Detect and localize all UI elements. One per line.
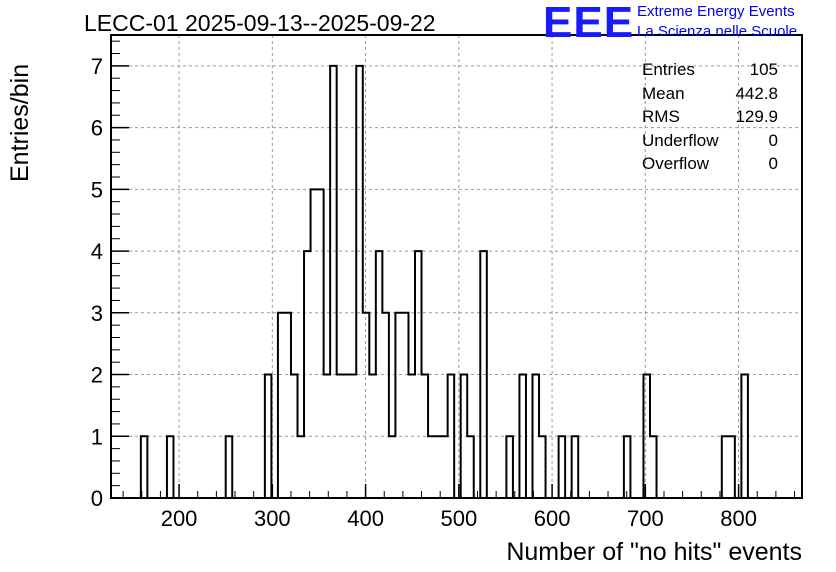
y-axis-label: Entries/bin	[6, 63, 34, 182]
stats-label: Mean	[642, 83, 685, 103]
y-tick-label: 4	[91, 239, 103, 264]
stats-value: 442.8	[735, 83, 778, 103]
logo-text-line1: Extreme Energy Events	[637, 3, 795, 20]
stats-row-mean: Mean 442.8	[642, 82, 778, 106]
x-tick-label: 300	[254, 506, 291, 531]
stats-label: Overflow	[642, 154, 710, 173]
y-tick-label: 3	[91, 301, 103, 326]
histogram-outline	[139, 64, 749, 499]
stats-value: 0	[768, 154, 778, 173]
tick-labels: 200 300 400 500 600 700 800 0 1 2 3 4 5 6 7	[91, 54, 757, 531]
y-tick-label: 1	[91, 424, 103, 449]
stats-label: Underflow	[642, 130, 719, 150]
logo-text-line2: La Scienza nelle Scuole	[637, 23, 798, 40]
stats-label: RMS	[642, 107, 680, 126]
stats-value: 105	[749, 60, 778, 79]
stats-box: Entries 105 Mean 442.8 RMS 129.9 Underflow 0…	[642, 58, 778, 176]
stats-row-overflow: Overflow 0	[642, 152, 778, 176]
stats-row-entries: Entries 105	[642, 58, 778, 82]
x-tick-label: 200	[161, 506, 198, 531]
y-tick-label: 5	[91, 177, 103, 202]
eee-logo: EEE	[543, 0, 635, 47]
x-tick-label: 700	[627, 506, 664, 531]
axis-ticks	[111, 40, 796, 499]
stats-label: Entries	[642, 60, 695, 79]
y-tick-label: 6	[91, 116, 103, 141]
stats-row-underflow: Underflow 0	[642, 129, 778, 153]
plot-frame	[110, 34, 803, 499]
y-tick-label: 0	[91, 486, 103, 511]
x-tick-label: 500	[440, 506, 477, 531]
chart-title: LECC-01 2025-09-13--2025-09-22	[84, 10, 436, 36]
y-tick-label: 7	[91, 54, 103, 79]
y-tick-label: 2	[91, 363, 103, 388]
x-tick-label: 800	[720, 506, 757, 531]
x-tick-label: 400	[347, 506, 384, 531]
x-axis-label: Number of "no hits" events	[506, 538, 802, 566]
x-tick-label: 600	[534, 506, 571, 531]
stats-value: 129.9	[735, 107, 778, 126]
stats-row-rms: RMS 129.9	[642, 105, 778, 129]
stats-value: 0	[768, 130, 778, 150]
